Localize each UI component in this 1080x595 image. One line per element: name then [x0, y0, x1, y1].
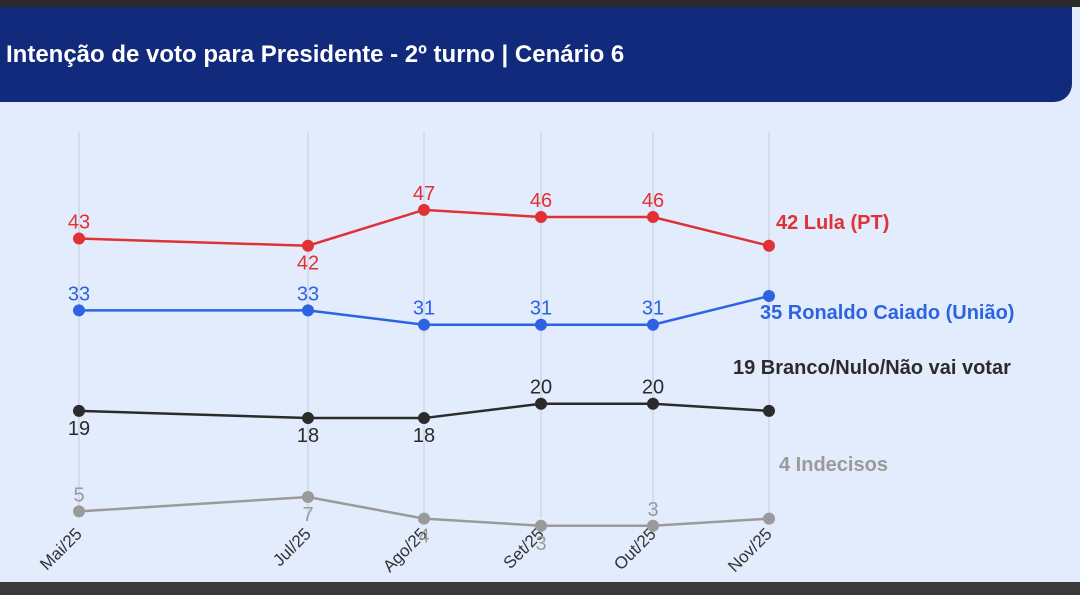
data-label: 3 — [647, 499, 658, 521]
x-tick-label: Jul/25 — [269, 524, 315, 570]
series-end-label: 42 Lula (PT) — [776, 212, 889, 234]
series-end-label: 4 Indecisos — [779, 454, 888, 476]
data-label: 3 — [535, 533, 546, 555]
x-tick-label: Out/25 — [610, 524, 660, 574]
series-end-label: 19 Branco/Nulo/Não vai votar — [733, 357, 1011, 379]
data-point — [647, 519, 659, 532]
data-label: 33 — [68, 283, 90, 305]
data-label: 5 — [73, 484, 84, 506]
chart-header: Intenção de voto para Presidente - 2º tu… — [0, 7, 1072, 102]
data-label: 20 — [642, 377, 664, 399]
data-point — [418, 318, 430, 331]
line-chart: Mai/25 Jul/25 Ago/25 Set/25 Out/25 Nov/254342… — [36, 132, 1014, 576]
chart-title: Intenção de voto para Presidente - 2º tu… — [6, 41, 625, 68]
data-label: 46 — [530, 190, 552, 212]
data-label: 46 — [642, 190, 664, 212]
data-label: 42 — [297, 253, 319, 275]
data-label: 7 — [302, 504, 313, 526]
chart-panel: Intenção de voto para Presidente - 2º tu… — [0, 7, 1080, 582]
data-point — [763, 512, 775, 525]
data-point — [418, 203, 430, 216]
data-label: 18 — [413, 425, 435, 447]
data-label: 31 — [413, 298, 435, 320]
data-point — [302, 412, 314, 425]
data-point — [647, 211, 659, 224]
x-tick-label: Mai/25 — [36, 524, 86, 574]
data-label: 4 — [418, 526, 429, 548]
data-point — [647, 397, 659, 410]
data-point — [763, 239, 775, 252]
data-point — [418, 512, 430, 525]
data-point — [302, 239, 314, 252]
data-point — [647, 318, 659, 331]
data-label: 43 — [68, 212, 90, 234]
data-label: 20 — [530, 377, 552, 399]
data-point — [535, 318, 547, 331]
data-point — [73, 304, 85, 317]
data-label: 19 — [68, 418, 90, 440]
data-label: 31 — [530, 298, 552, 320]
series-end-label: 35 Ronaldo Caiado (União) — [760, 302, 1014, 324]
series-line — [78, 402, 770, 420]
data-point — [763, 290, 775, 302]
data-point — [73, 505, 85, 518]
bottom-bar — [0, 582, 1080, 595]
data-point — [535, 397, 547, 410]
data-point — [418, 412, 430, 425]
data-point — [302, 491, 314, 504]
data-point — [73, 232, 85, 245]
data-point — [763, 404, 775, 417]
series-line — [78, 208, 770, 247]
x-tick-label: Nov/25 — [724, 524, 776, 576]
data-label: 31 — [642, 298, 664, 320]
data-label: 47 — [413, 183, 435, 205]
data-label: 33 — [297, 283, 319, 305]
data-point — [302, 304, 314, 317]
data-point — [73, 404, 85, 417]
data-point — [535, 211, 547, 224]
series-line — [78, 495, 770, 528]
data-label: 18 — [297, 425, 319, 447]
data-point — [535, 519, 547, 532]
series-line — [79, 294, 770, 326]
